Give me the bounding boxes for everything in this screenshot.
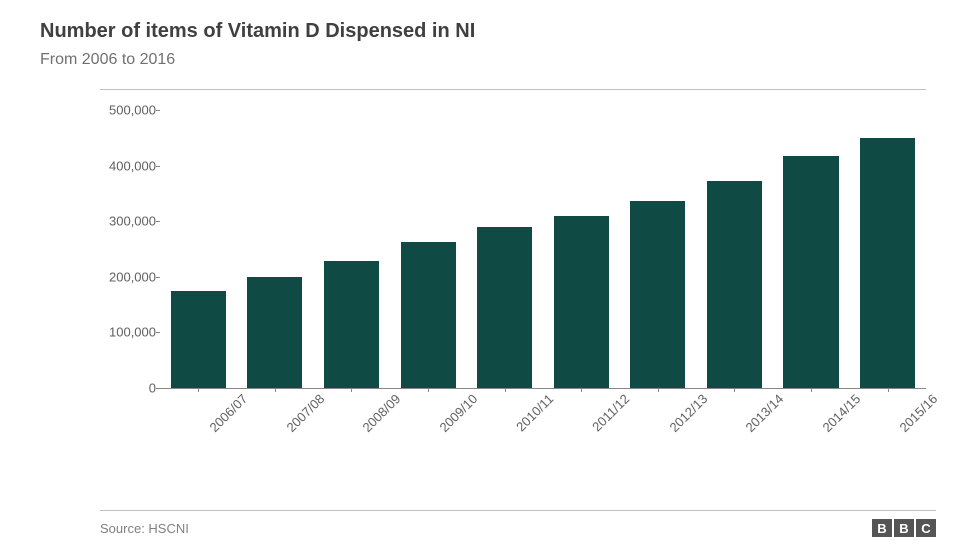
x-tick-label: 2014/15	[820, 391, 864, 435]
x-tick-mark	[658, 388, 659, 392]
bar-slot: 2013/14	[696, 110, 773, 388]
y-tick-mark	[156, 388, 160, 389]
x-tick-mark	[351, 388, 352, 392]
y-tick-label: 200,000	[100, 269, 156, 284]
bar	[707, 181, 762, 388]
x-tick-label: 2010/11	[513, 391, 556, 434]
y-tick-label: 0	[100, 381, 156, 396]
x-tick-mark	[428, 388, 429, 392]
chart-area: 0 100,000 200,000 300,000 400,000 500,000 200…	[100, 89, 926, 449]
bar-slot: 2011/12	[543, 110, 620, 388]
bar	[860, 138, 915, 388]
bar	[630, 201, 685, 388]
y-tick-label: 100,000	[100, 325, 156, 340]
bar-slot: 2015/16	[849, 110, 926, 388]
x-tick-mark	[888, 388, 889, 392]
chart-subtitle: From 2006 to 2016	[40, 51, 936, 69]
x-tick-label: 2015/16	[896, 391, 940, 435]
x-tick-label: 2006/07	[207, 391, 251, 435]
x-tick-label: 2008/09	[360, 391, 404, 435]
source-label: Source: HSCNI	[100, 521, 189, 536]
y-tick-label: 300,000	[100, 214, 156, 229]
bar	[401, 242, 456, 388]
bar-slot: 2012/13	[620, 110, 697, 388]
bar	[477, 227, 532, 388]
bar	[171, 291, 226, 388]
chart-title: Number of items of Vitamin D Dispensed i…	[40, 20, 936, 43]
y-tick-label: 400,000	[100, 158, 156, 173]
x-tick-mark	[581, 388, 582, 392]
x-tick-mark	[734, 388, 735, 392]
y-tick-label: 500,000	[100, 103, 156, 118]
x-tick-label: 2013/14	[743, 391, 787, 435]
plot-area: 0100,000200,000300,000400,000500,000 200…	[160, 110, 926, 389]
bar	[324, 261, 379, 388]
bbc-logo-letter: B	[894, 519, 914, 537]
bbc-logo-letter: C	[916, 519, 936, 537]
bar	[783, 156, 838, 388]
bar	[554, 216, 609, 388]
chart-footer: Source: HSCNI B B C	[100, 510, 936, 537]
bar-slot: 2009/10	[390, 110, 467, 388]
bbc-logo-letter: B	[872, 519, 892, 537]
bars-container: 2006/072007/082008/092009/102010/112011/…	[160, 110, 926, 388]
x-tick-mark	[275, 388, 276, 392]
x-tick-mark	[505, 388, 506, 392]
x-tick-mark	[198, 388, 199, 392]
bar	[247, 277, 302, 388]
bbc-logo: B B C	[872, 519, 936, 537]
x-tick-label: 2012/13	[666, 391, 710, 435]
bar-slot: 2010/11	[466, 110, 543, 388]
x-tick-label: 2009/10	[437, 391, 481, 435]
x-tick-label: 2011/12	[589, 391, 632, 434]
bar-slot: 2007/08	[237, 110, 314, 388]
x-tick-label: 2007/08	[283, 391, 327, 435]
bar-slot: 2008/09	[313, 110, 390, 388]
bar-slot: 2014/15	[773, 110, 850, 388]
x-tick-mark	[811, 388, 812, 392]
bar-slot: 2006/07	[160, 110, 237, 388]
